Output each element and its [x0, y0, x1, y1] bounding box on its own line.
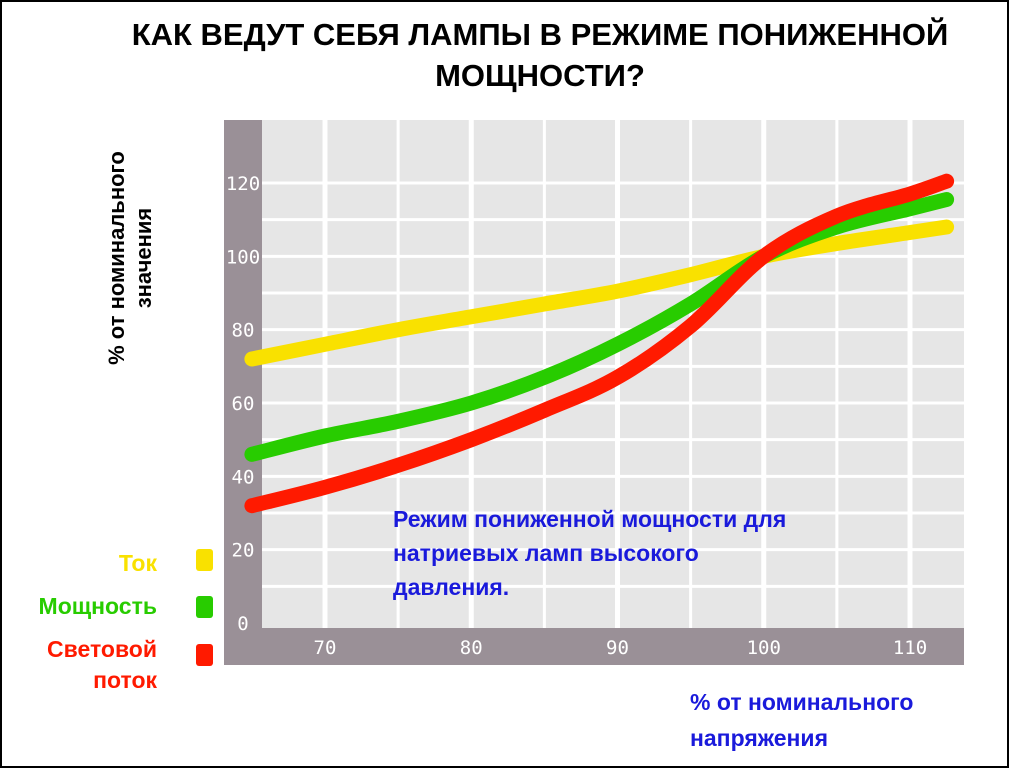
y-tick-label-0: 0	[237, 613, 248, 635]
annotation-line2: натриевых ламп высокого	[393, 540, 699, 566]
y-axis-band	[224, 120, 262, 665]
y-axis-label-line1: % от номинального	[104, 151, 129, 365]
y-tick-label-20: 20	[232, 540, 255, 562]
series-lines	[244, 173, 955, 514]
y-axis-label: % от номинального значения	[103, 118, 157, 398]
tick-labels: 0 20 40 60 80 100 120 70 80 90 100 110	[226, 173, 927, 659]
series-line-1	[244, 192, 955, 462]
legend-label-power-text: Мощность	[38, 593, 157, 619]
legend-label-current-text: Ток	[118, 550, 157, 576]
chart-annotation: Режим пониженной мощности для натриевых …	[393, 502, 953, 604]
x-axis-label-line1: % от номинального	[690, 689, 914, 715]
y-tick-label-60: 60	[232, 393, 255, 415]
legend-label-power: Мощность	[0, 591, 157, 622]
legend-label-flux-line1: Световой	[47, 636, 157, 662]
y-tick-label-80: 80	[232, 320, 255, 342]
annotation-line1: Режим пониженной мощности для	[393, 506, 787, 532]
legend-swatch-power	[196, 596, 213, 618]
x-tick-label-90: 90	[606, 637, 629, 659]
legend-swatch-luminous-flux	[196, 644, 213, 666]
legend-label-flux-line2: поток	[93, 667, 157, 693]
x-axis-band	[224, 628, 964, 665]
legend-label-luminous-flux: Световой поток	[0, 634, 157, 696]
y-tick-label-120: 120	[226, 173, 260, 195]
x-tick-label-110: 110	[893, 637, 927, 659]
x-tick-label-80: 80	[460, 637, 483, 659]
x-axis-label: % от номинального напряжения	[690, 684, 1009, 756]
y-tick-label-100: 100	[226, 246, 260, 268]
x-axis-label-line2: напряжения	[690, 725, 828, 751]
x-tick-label-70: 70	[314, 637, 337, 659]
y-axis-label-line2: значения	[131, 207, 156, 309]
chart-title: КАК ВЕДУТ СЕБЯ ЛАМПЫ В РЕЖИМЕ ПОНИЖЕННОЙ…	[131, 17, 949, 93]
legend-label-current: Ток	[40, 548, 157, 579]
series-line-0	[244, 219, 955, 367]
y-tick-label-40: 40	[232, 466, 255, 488]
series-line-2	[244, 173, 955, 514]
legend-swatch-current	[196, 549, 213, 571]
annotation-line3: давления.	[393, 574, 510, 600]
x-tick-label-100: 100	[747, 637, 781, 659]
